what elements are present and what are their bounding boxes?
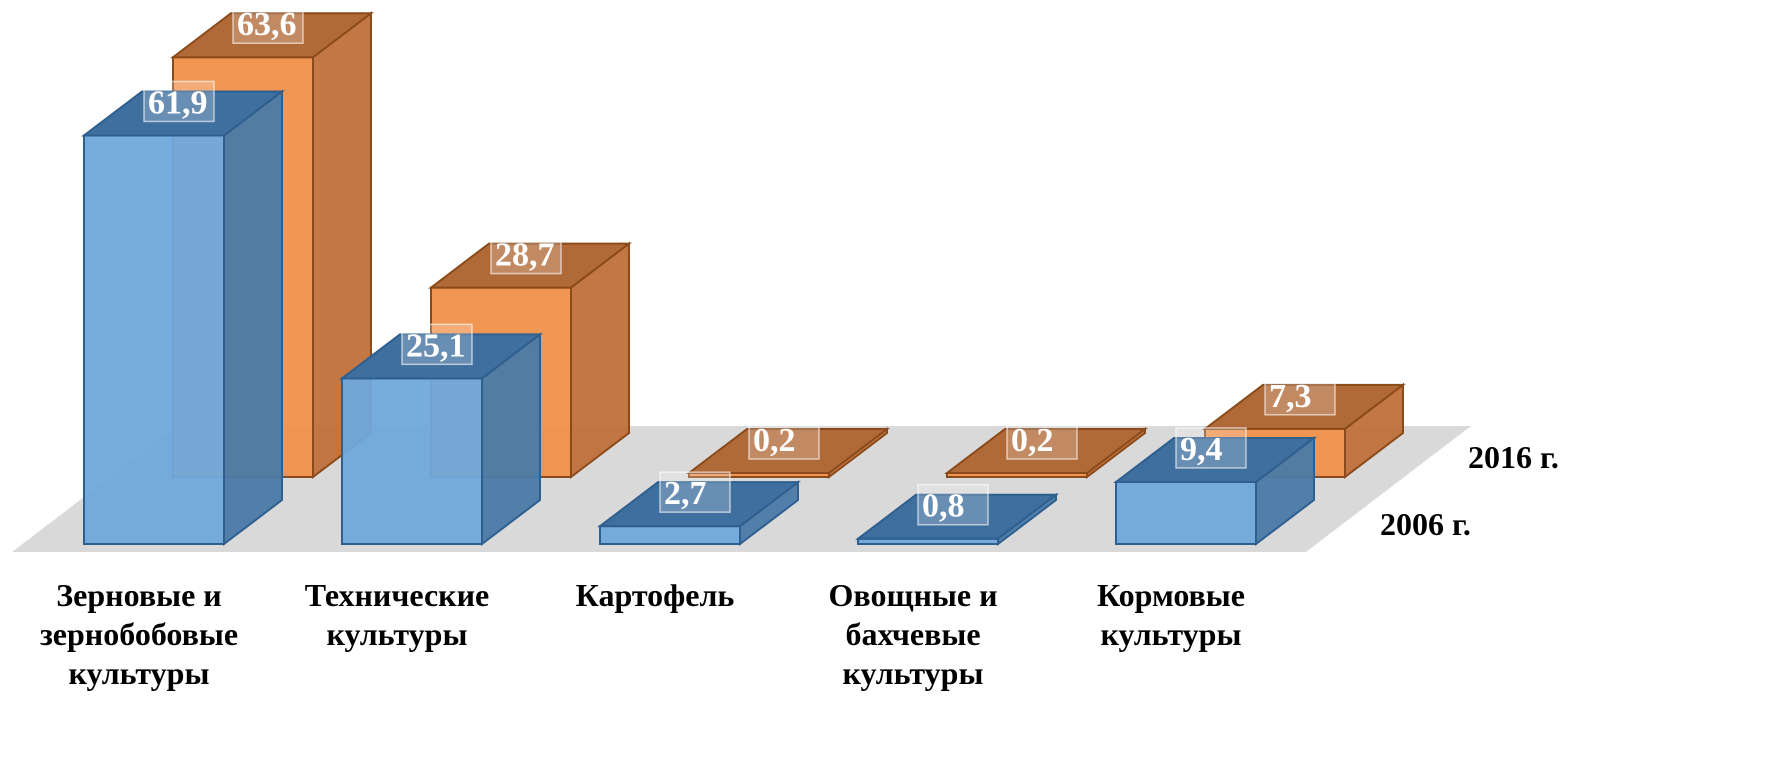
bar-front	[341, 377, 483, 545]
bar-top	[1202, 383, 1406, 430]
data-label-text: 2,7	[664, 475, 707, 512]
data-label-text: 0,2	[1011, 422, 1054, 459]
category-label-3: Овощные и бахчевые культуры	[828, 577, 997, 691]
bar-top	[686, 428, 890, 474]
bar-top	[944, 428, 1148, 474]
category-label-1: Технические культуры	[305, 577, 489, 652]
bar-2006-3	[855, 492, 1059, 547]
bar-side	[223, 89, 283, 547]
data-label-2016-0: 63,6	[232, 2, 304, 44]
bar-top	[81, 90, 285, 137]
bar-top	[855, 493, 1059, 540]
data-labels: 63,6 28,7 0,2 0,2 7,3 61,9 25,1 2,7 0,8 9,4	[143, 2, 1336, 526]
data-label-box	[490, 232, 562, 275]
bar-front	[83, 134, 225, 546]
category-label-0: Зерновые и зернобобовые культуры	[40, 577, 238, 691]
category-labels: Зерновые и зернобобовые культуры Технически…	[40, 577, 1245, 691]
bar-2006-1	[339, 332, 543, 547]
bar-front	[1115, 480, 1257, 545]
bar-front	[599, 525, 741, 545]
data-label-2016-4: 7,3	[1264, 374, 1336, 416]
bar-2016-3	[944, 426, 1148, 480]
data-label-2006-2: 2,7	[659, 471, 731, 513]
data-label-box	[917, 483, 989, 526]
bar-top	[339, 333, 543, 380]
bar-2016-2	[686, 426, 890, 480]
data-label-box	[659, 471, 731, 513]
category-label-2: Картофель	[576, 577, 735, 613]
data-label-text: 28,7	[495, 237, 555, 274]
series-labels: 2016 г. 2006 г.	[1380, 439, 1559, 542]
bar-2006-4	[1113, 435, 1317, 547]
data-label-box	[1175, 427, 1247, 469]
data-label-box	[143, 80, 215, 123]
bar-top	[597, 481, 801, 528]
data-label-2006-1: 25,1	[401, 323, 473, 366]
data-label-2016-2: 0,2	[748, 418, 820, 460]
data-label-2016-1: 28,7	[490, 232, 562, 275]
data-label-text: 25,1	[406, 327, 466, 364]
series-2006-bars	[81, 89, 1317, 547]
data-label-box	[401, 323, 473, 366]
data-label-box	[748, 418, 820, 460]
series-label-2016: 2016 г.	[1468, 439, 1559, 475]
bar-top	[170, 12, 374, 59]
data-label-2006-0: 61,9	[143, 80, 215, 123]
data-label-box	[1264, 374, 1336, 416]
data-label-text: 61,9	[148, 84, 208, 121]
data-label-text: 7,3	[1269, 378, 1312, 415]
data-label-2016-3: 0,2	[1006, 418, 1078, 460]
data-label-box	[232, 2, 304, 44]
data-label-text: 63,6	[237, 6, 297, 43]
data-label-2006-4: 9,4	[1175, 427, 1247, 469]
data-label-text: 9,4	[1180, 431, 1223, 468]
bar-2006-2	[597, 480, 801, 547]
data-label-text: 0,2	[753, 422, 796, 459]
bar-top	[428, 242, 632, 289]
bar-2006-0	[81, 89, 285, 547]
series-label-2006: 2006 г.	[1380, 506, 1471, 542]
data-label-box	[1006, 418, 1078, 460]
data-label-2006-3: 0,8	[917, 483, 989, 526]
category-label-4: Кормовые культуры	[1097, 577, 1245, 652]
data-label-text: 0,8	[922, 488, 965, 525]
bar-top	[1113, 436, 1317, 483]
